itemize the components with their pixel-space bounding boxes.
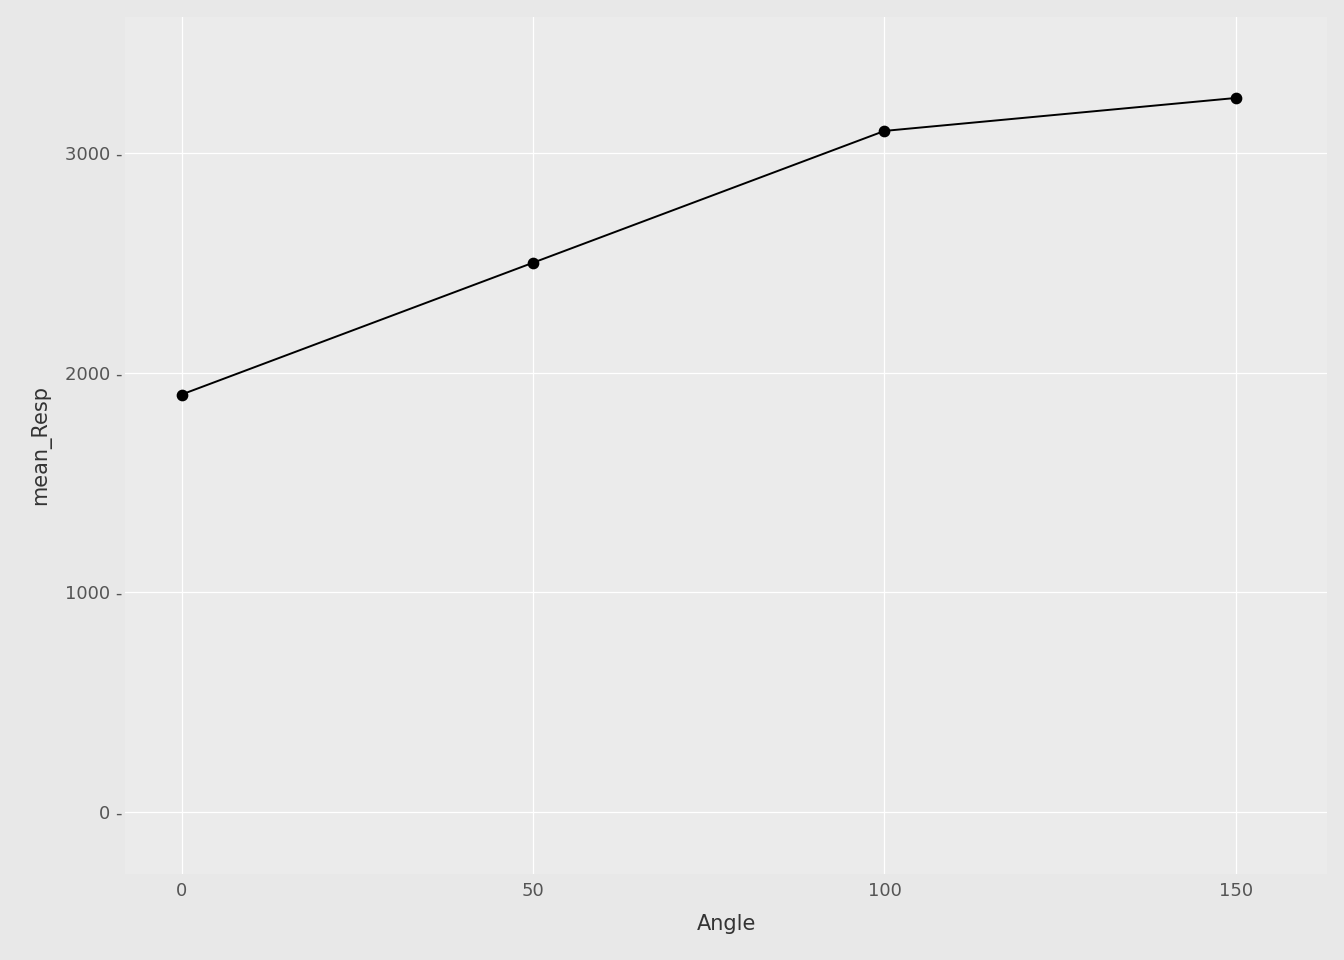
Point — [171, 387, 192, 402]
X-axis label: Angle: Angle — [696, 914, 755, 934]
Point — [523, 255, 544, 271]
Y-axis label: mean_Resp: mean_Resp — [30, 385, 51, 505]
Point — [874, 123, 895, 138]
Point — [1226, 90, 1247, 106]
